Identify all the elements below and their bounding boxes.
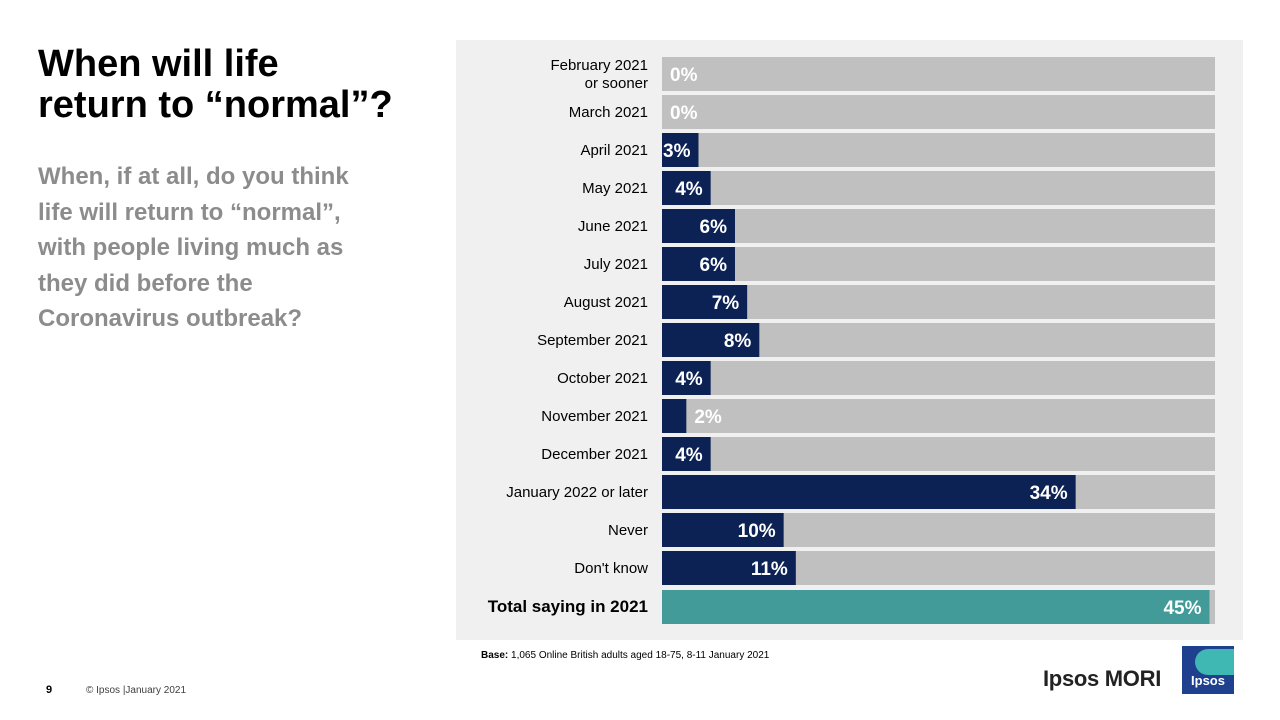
bar (662, 133, 699, 167)
data-label: 7% (712, 293, 740, 314)
chart-panel: February 2021 or sooner 0% March 2021 0% Apri… (456, 40, 1243, 640)
bar (662, 285, 748, 319)
data-label: 0% (670, 103, 698, 124)
bar (662, 209, 735, 243)
bar (662, 323, 760, 357)
category-label: October 2021 (557, 370, 648, 387)
ipsos-logo: Ipsos (1182, 646, 1234, 694)
bar (662, 551, 796, 585)
bar-track (662, 285, 1215, 319)
category-label: August 2021 (564, 294, 648, 311)
data-label: 2% (694, 407, 722, 428)
data-label: 3% (663, 141, 691, 162)
survey-question: When, if at all, do you think life will … (38, 159, 418, 337)
bar (662, 247, 735, 281)
bar-track (662, 209, 1215, 243)
total-label: Total saying in 2021 (488, 597, 648, 616)
bar-track (662, 57, 1215, 91)
total-data-label: 45% (1163, 598, 1201, 619)
data-label: 4% (675, 445, 703, 466)
question-line: they did before the (38, 269, 253, 297)
category-label: January 2022 or later (506, 484, 648, 501)
question-line: When, if at all, do you think (38, 163, 349, 190)
category-label: May 2021 (582, 180, 648, 197)
bar (662, 513, 784, 547)
category-label: Never (608, 522, 648, 539)
total-bar (662, 590, 1210, 624)
base-label: Base: (481, 650, 509, 661)
bar-track (662, 95, 1215, 129)
bar-track (662, 171, 1215, 205)
brand-name: Ipsos MORI (1043, 666, 1162, 691)
copyright-text: © Ipsos |January 2021 (86, 685, 187, 696)
page-number: 9 (46, 684, 53, 696)
data-label: 4% (675, 179, 703, 200)
bar-chart: February 2021 or sooner 0% March 2021 0% Apri… (488, 57, 1215, 624)
bar (662, 399, 687, 433)
bar-track (662, 361, 1215, 395)
question-line: life will return to “normal”, (38, 198, 341, 226)
category-label: September 2021 (537, 332, 648, 349)
bar (662, 475, 1076, 509)
category-label: December 2021 (541, 446, 648, 463)
bar-track (662, 399, 1215, 433)
bar-track (662, 437, 1215, 471)
question-line: with people living much as (38, 234, 344, 261)
category-label: July 2021 (584, 256, 648, 273)
data-label: 34% (1030, 483, 1068, 504)
bar-track (662, 133, 1215, 167)
page-title: When will life return to “normal”? (38, 44, 458, 126)
bar (662, 171, 711, 205)
category-label: Don't know (574, 560, 648, 577)
category-label: April 2021 (580, 142, 648, 159)
data-label: 6% (700, 217, 728, 238)
logo-text: Ipsos (1191, 673, 1225, 688)
category-label: June 2021 (578, 218, 648, 235)
bar (662, 361, 711, 395)
logo-shape (1195, 649, 1234, 675)
title-line-2: return to “normal”? (38, 84, 393, 126)
title-line-1: When will life (38, 43, 279, 85)
base-note: Base: 1,065 Online British adults aged 1… (481, 650, 769, 661)
data-label: 4% (675, 369, 703, 390)
data-label: 8% (724, 331, 752, 352)
category-label: November 2021 (541, 408, 648, 425)
data-label: 10% (738, 521, 776, 542)
bar (662, 437, 711, 471)
bar-track (662, 247, 1215, 281)
question-line: Coronavirus outbreak? (38, 305, 303, 332)
data-label: 0% (670, 65, 698, 86)
data-label: 6% (700, 255, 728, 276)
category-label: February 2021 or sooner (550, 57, 648, 92)
category-label: March 2021 (569, 104, 648, 121)
base-text: 1,065 Online British adults aged 18-75, … (508, 650, 770, 661)
data-label: 11% (751, 559, 788, 580)
